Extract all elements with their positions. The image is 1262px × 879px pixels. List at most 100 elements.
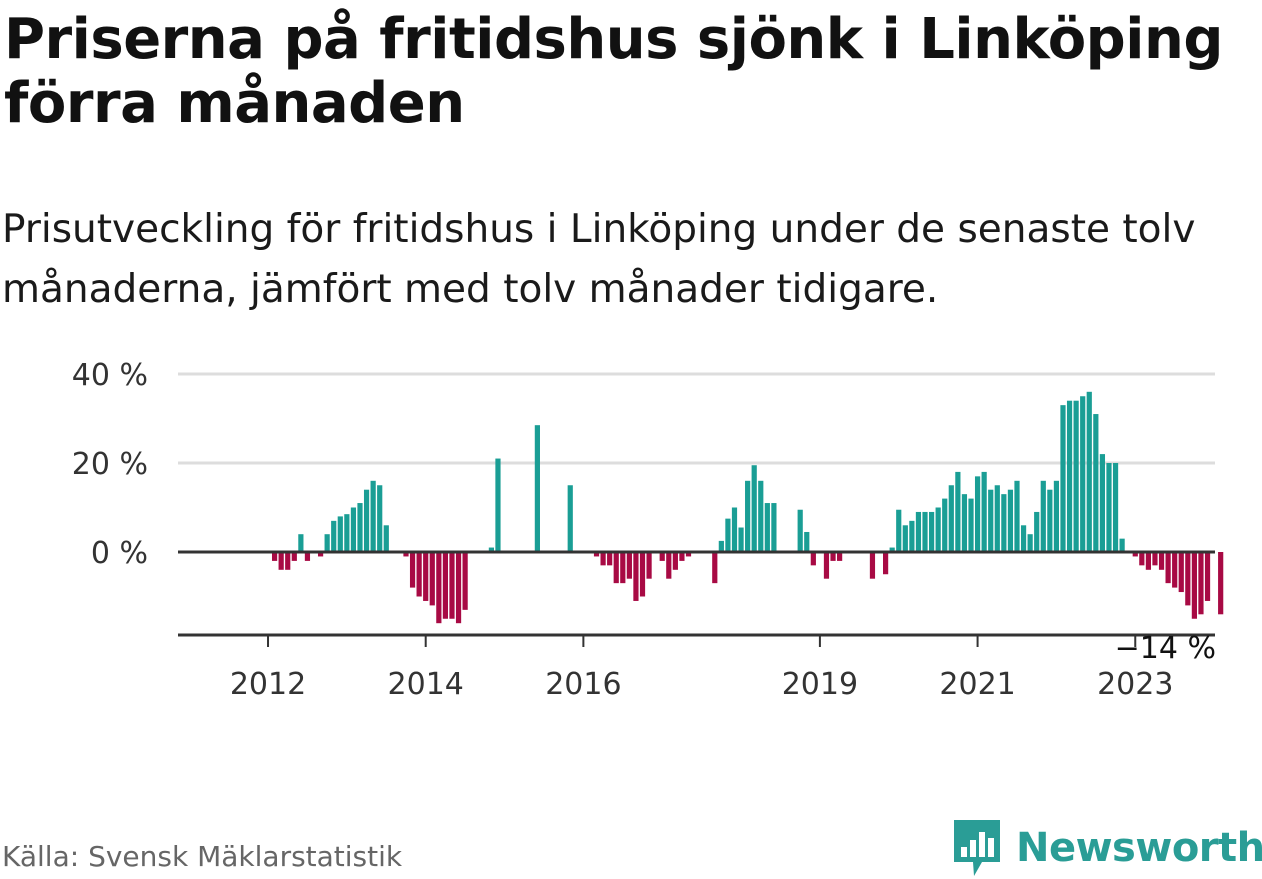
axes bbox=[178, 550, 1215, 637]
bar bbox=[738, 527, 744, 552]
bar bbox=[646, 552, 652, 579]
bar bbox=[909, 520, 915, 552]
bar bbox=[363, 489, 370, 552]
bar bbox=[291, 552, 297, 561]
bar bbox=[304, 552, 311, 561]
bar bbox=[751, 465, 757, 553]
bar bbox=[1165, 552, 1171, 584]
bar bbox=[869, 552, 876, 579]
bar bbox=[409, 552, 416, 588]
bar bbox=[745, 480, 751, 552]
x-tick-label: 2021 bbox=[939, 667, 1015, 702]
bar bbox=[915, 511, 922, 552]
x-axis-ticks: 2012 2014 2016 2019 2021 2023 bbox=[230, 635, 1173, 702]
bar bbox=[639, 552, 646, 597]
chart-title: Priserna på fritidshus sjönk i Linköping… bbox=[4, 7, 1223, 136]
bar bbox=[1204, 552, 1211, 601]
newsworthy-logo: Newsworthy bbox=[952, 818, 1262, 878]
y-tick-label: 40 % bbox=[72, 358, 148, 393]
bar bbox=[455, 552, 462, 624]
bar bbox=[1066, 400, 1073, 552]
bar bbox=[633, 552, 639, 601]
bar bbox=[771, 503, 777, 552]
bar bbox=[344, 514, 350, 552]
grid-lines bbox=[178, 372, 1215, 465]
x-tick-label: 2012 bbox=[230, 667, 306, 702]
bar bbox=[317, 552, 324, 557]
bar bbox=[383, 525, 389, 552]
source-note: Källa: Svensk Mäklarstatistik bbox=[2, 840, 403, 873]
bar bbox=[370, 480, 376, 552]
bar bbox=[1139, 552, 1145, 566]
bars bbox=[271, 391, 1224, 624]
bar bbox=[429, 552, 435, 606]
bar bbox=[1034, 511, 1040, 552]
bar bbox=[725, 518, 731, 553]
bar bbox=[961, 494, 968, 552]
bar bbox=[731, 507, 738, 552]
bar bbox=[1014, 480, 1020, 552]
bar bbox=[1093, 414, 1099, 552]
bar bbox=[600, 552, 606, 566]
bar bbox=[666, 552, 672, 579]
bar bbox=[968, 498, 974, 552]
bar bbox=[988, 489, 994, 552]
bar bbox=[1178, 552, 1184, 593]
bar bbox=[1172, 552, 1178, 588]
bar bbox=[1007, 489, 1014, 552]
bar bbox=[896, 509, 902, 552]
y-tick-label: 0 % bbox=[91, 536, 148, 571]
bar bbox=[889, 547, 895, 552]
bar bbox=[659, 552, 665, 561]
bar bbox=[830, 552, 836, 561]
bar bbox=[403, 552, 409, 557]
bar bbox=[942, 498, 948, 552]
bar bbox=[1020, 525, 1027, 552]
bar bbox=[416, 552, 422, 597]
bar bbox=[994, 485, 1000, 552]
bar bbox=[810, 552, 816, 566]
bar bbox=[449, 552, 455, 619]
x-tick-label: 2016 bbox=[545, 667, 621, 702]
bar bbox=[935, 507, 941, 552]
bar bbox=[607, 552, 613, 566]
bar bbox=[377, 485, 383, 552]
newsworthy-logo-icon bbox=[954, 820, 1000, 876]
x-tick-label: 2014 bbox=[388, 667, 464, 702]
bar bbox=[902, 525, 908, 552]
bar bbox=[948, 485, 954, 552]
bar bbox=[337, 516, 343, 552]
bar bbox=[298, 534, 304, 552]
bar bbox=[495, 458, 501, 552]
bar bbox=[271, 552, 278, 561]
bar bbox=[685, 552, 692, 557]
bar bbox=[626, 552, 632, 579]
x-tick-label: 2019 bbox=[782, 667, 858, 702]
bar bbox=[1152, 552, 1158, 566]
y-tick-label: 20 % bbox=[72, 447, 148, 482]
bar bbox=[285, 552, 291, 570]
x-tick-label: 2023 bbox=[1097, 667, 1173, 702]
bar bbox=[534, 425, 540, 553]
bar bbox=[1106, 463, 1112, 552]
bar bbox=[567, 485, 573, 552]
bar bbox=[823, 552, 830, 579]
bar bbox=[324, 534, 330, 552]
bar bbox=[1218, 552, 1224, 615]
y-axis-tick-labels: 0 % 20 % 40 % bbox=[72, 358, 148, 571]
bar bbox=[1191, 552, 1197, 619]
bar bbox=[620, 552, 626, 584]
bar bbox=[1112, 463, 1119, 552]
bar bbox=[672, 552, 678, 570]
bar bbox=[679, 552, 685, 561]
bar bbox=[804, 531, 810, 553]
bar bbox=[764, 503, 770, 552]
bar bbox=[1086, 391, 1092, 552]
bar bbox=[922, 511, 928, 552]
bar bbox=[1047, 489, 1053, 552]
end-value-label: −14 % bbox=[1115, 631, 1216, 666]
bar bbox=[883, 552, 889, 575]
bar bbox=[1080, 396, 1086, 552]
bar bbox=[758, 480, 764, 552]
